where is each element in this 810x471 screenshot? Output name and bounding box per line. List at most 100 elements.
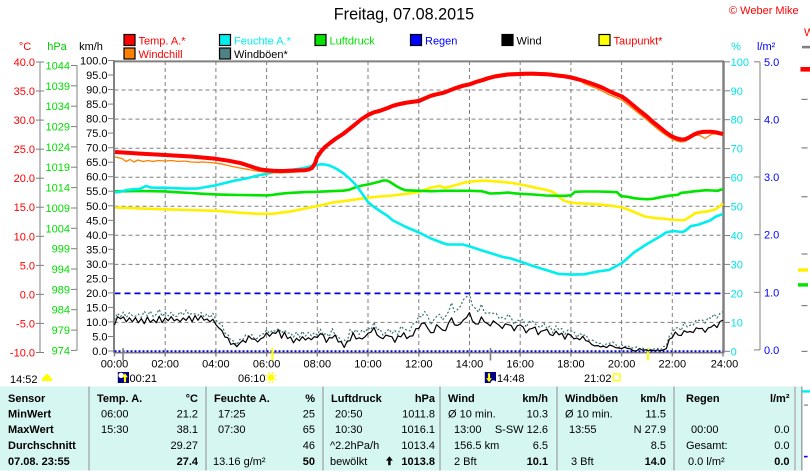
svg-text:30.0: 30.0 — [86, 259, 107, 271]
svg-text:10:30: 10:30 — [335, 424, 363, 436]
svg-text:Wind: Wind — [517, 36, 542, 48]
svg-text:984: 984 — [52, 305, 70, 317]
svg-text:100: 100 — [731, 57, 749, 69]
svg-text:Sensor: Sensor — [8, 393, 46, 405]
svg-text:100.0: 100.0 — [80, 56, 108, 68]
svg-text:hPa: hPa — [415, 393, 436, 405]
svg-text:18:00: 18:00 — [557, 359, 585, 371]
svg-text:S-SW 12.6: S-SW 12.6 — [495, 424, 548, 436]
svg-text:10.0: 10.0 — [14, 231, 35, 243]
svg-text:10.1: 10.1 — [527, 456, 548, 468]
svg-text:3 Bft: 3 Bft — [571, 456, 594, 468]
svg-text:Luftdruck: Luftdruck — [330, 36, 376, 48]
svg-text:85.0: 85.0 — [86, 99, 107, 111]
svg-text:35.0: 35.0 — [86, 244, 107, 256]
svg-text:06:00: 06:00 — [253, 359, 281, 371]
svg-text:21.2: 21.2 — [177, 408, 198, 420]
svg-text:10: 10 — [731, 317, 743, 329]
svg-text:l/m²: l/m² — [770, 393, 790, 405]
svg-text:29.27: 29.27 — [170, 440, 198, 452]
svg-text:0: 0 — [731, 346, 737, 358]
svg-text:60: 60 — [731, 173, 743, 185]
svg-text:40: 40 — [731, 231, 743, 243]
svg-text:65.0: 65.0 — [86, 157, 107, 169]
svg-text:Feuchte A.: Feuchte A. — [214, 393, 270, 405]
svg-text:MaxWert: MaxWert — [8, 424, 54, 436]
svg-text:20:00: 20:00 — [608, 359, 636, 371]
svg-text:0.0: 0.0 — [92, 346, 107, 358]
svg-text:14.0: 14.0 — [645, 456, 666, 468]
svg-text:15.0: 15.0 — [14, 202, 35, 214]
svg-text:4.0: 4.0 — [764, 114, 779, 126]
svg-text:65: 65 — [303, 424, 315, 436]
svg-text:25.0: 25.0 — [14, 144, 35, 156]
svg-text:06:00: 06:00 — [101, 408, 129, 420]
svg-text:Wind: Wind — [448, 393, 475, 405]
svg-text:-10.0: -10.0 — [10, 348, 35, 360]
svg-text:1013.8: 1013.8 — [401, 456, 435, 468]
svg-text:6.5: 6.5 — [533, 440, 548, 452]
svg-text:1019: 1019 — [46, 162, 70, 174]
svg-text:Windböen: Windböen — [565, 393, 618, 405]
svg-text:%: % — [731, 41, 741, 53]
svg-text:^2.2hPa/h: ^2.2hPa/h — [330, 440, 379, 452]
svg-text:5.0: 5.0 — [92, 332, 107, 344]
svg-text:40.0: 40.0 — [86, 230, 107, 242]
svg-text:°C: °C — [19, 41, 31, 53]
svg-text:22:00: 22:00 — [659, 359, 687, 371]
svg-text:Temp. A.: Temp. A. — [97, 393, 142, 405]
svg-text:16:00: 16:00 — [506, 359, 534, 371]
svg-text:Freitag, 07.08.2015: Freitag, 07.08.2015 — [334, 5, 474, 23]
svg-text:35.0: 35.0 — [14, 86, 35, 98]
svg-text:46: 46 — [303, 440, 315, 452]
svg-text:Gesamt:: Gesamt: — [686, 440, 728, 452]
svg-text:0.0 l/m²: 0.0 l/m² — [688, 456, 725, 468]
svg-text:17:25: 17:25 — [218, 408, 246, 420]
svg-text:979: 979 — [52, 325, 70, 337]
svg-text:8.5: 8.5 — [651, 440, 666, 452]
svg-text:70: 70 — [731, 144, 743, 156]
svg-text:00:00: 00:00 — [691, 424, 719, 436]
svg-text:27.4: 27.4 — [177, 456, 199, 468]
svg-text:1013.4: 1013.4 — [401, 440, 435, 452]
svg-text:2 Bft: 2 Bft — [454, 456, 477, 468]
svg-text:0.0: 0.0 — [764, 345, 779, 357]
svg-text:50.0: 50.0 — [86, 201, 107, 213]
svg-text:km/h: km/h — [79, 41, 103, 53]
svg-text:70.0: 70.0 — [86, 143, 107, 155]
svg-text:00:00: 00:00 — [101, 359, 129, 371]
svg-text:1.0: 1.0 — [764, 287, 779, 299]
svg-text:14:48: 14:48 — [497, 373, 525, 385]
svg-text:90: 90 — [731, 86, 743, 98]
svg-text:W: W — [804, 27, 810, 39]
svg-text:989: 989 — [52, 284, 70, 296]
svg-text:Windchill: Windchill — [139, 49, 183, 61]
svg-text:08:00: 08:00 — [304, 359, 332, 371]
svg-text:-5.0: -5.0 — [16, 318, 35, 330]
svg-text:1004: 1004 — [46, 223, 70, 235]
svg-text:00:21: 00:21 — [130, 373, 158, 385]
svg-text:21:02: 21:02 — [584, 373, 612, 385]
svg-text:14:52: 14:52 — [10, 374, 38, 386]
svg-text:0.0: 0.0 — [774, 440, 789, 452]
svg-text:%: % — [305, 393, 315, 405]
svg-text:13:55: 13:55 — [569, 424, 597, 436]
svg-text:40.0: 40.0 — [14, 57, 35, 69]
svg-text:10:00: 10:00 — [354, 359, 382, 371]
svg-text:80: 80 — [731, 115, 743, 127]
svg-text:75.0: 75.0 — [86, 128, 107, 140]
svg-text:hPa: hPa — [47, 41, 67, 53]
svg-text:95.0: 95.0 — [86, 70, 107, 82]
svg-text:1029: 1029 — [46, 122, 70, 134]
svg-text:5.0: 5.0 — [764, 57, 779, 69]
svg-text:20: 20 — [731, 288, 743, 300]
svg-text:Regen: Regen — [425, 36, 457, 48]
svg-text:07.08. 23:55: 07.08. 23:55 — [8, 456, 70, 468]
svg-text:1034: 1034 — [46, 101, 70, 113]
svg-text:km/h: km/h — [522, 393, 548, 405]
svg-text:20.0: 20.0 — [86, 288, 107, 300]
svg-text:°C: °C — [186, 393, 198, 405]
svg-text:45.0: 45.0 — [86, 215, 107, 227]
svg-text:999: 999 — [52, 244, 70, 256]
svg-text:14:00: 14:00 — [456, 359, 484, 371]
